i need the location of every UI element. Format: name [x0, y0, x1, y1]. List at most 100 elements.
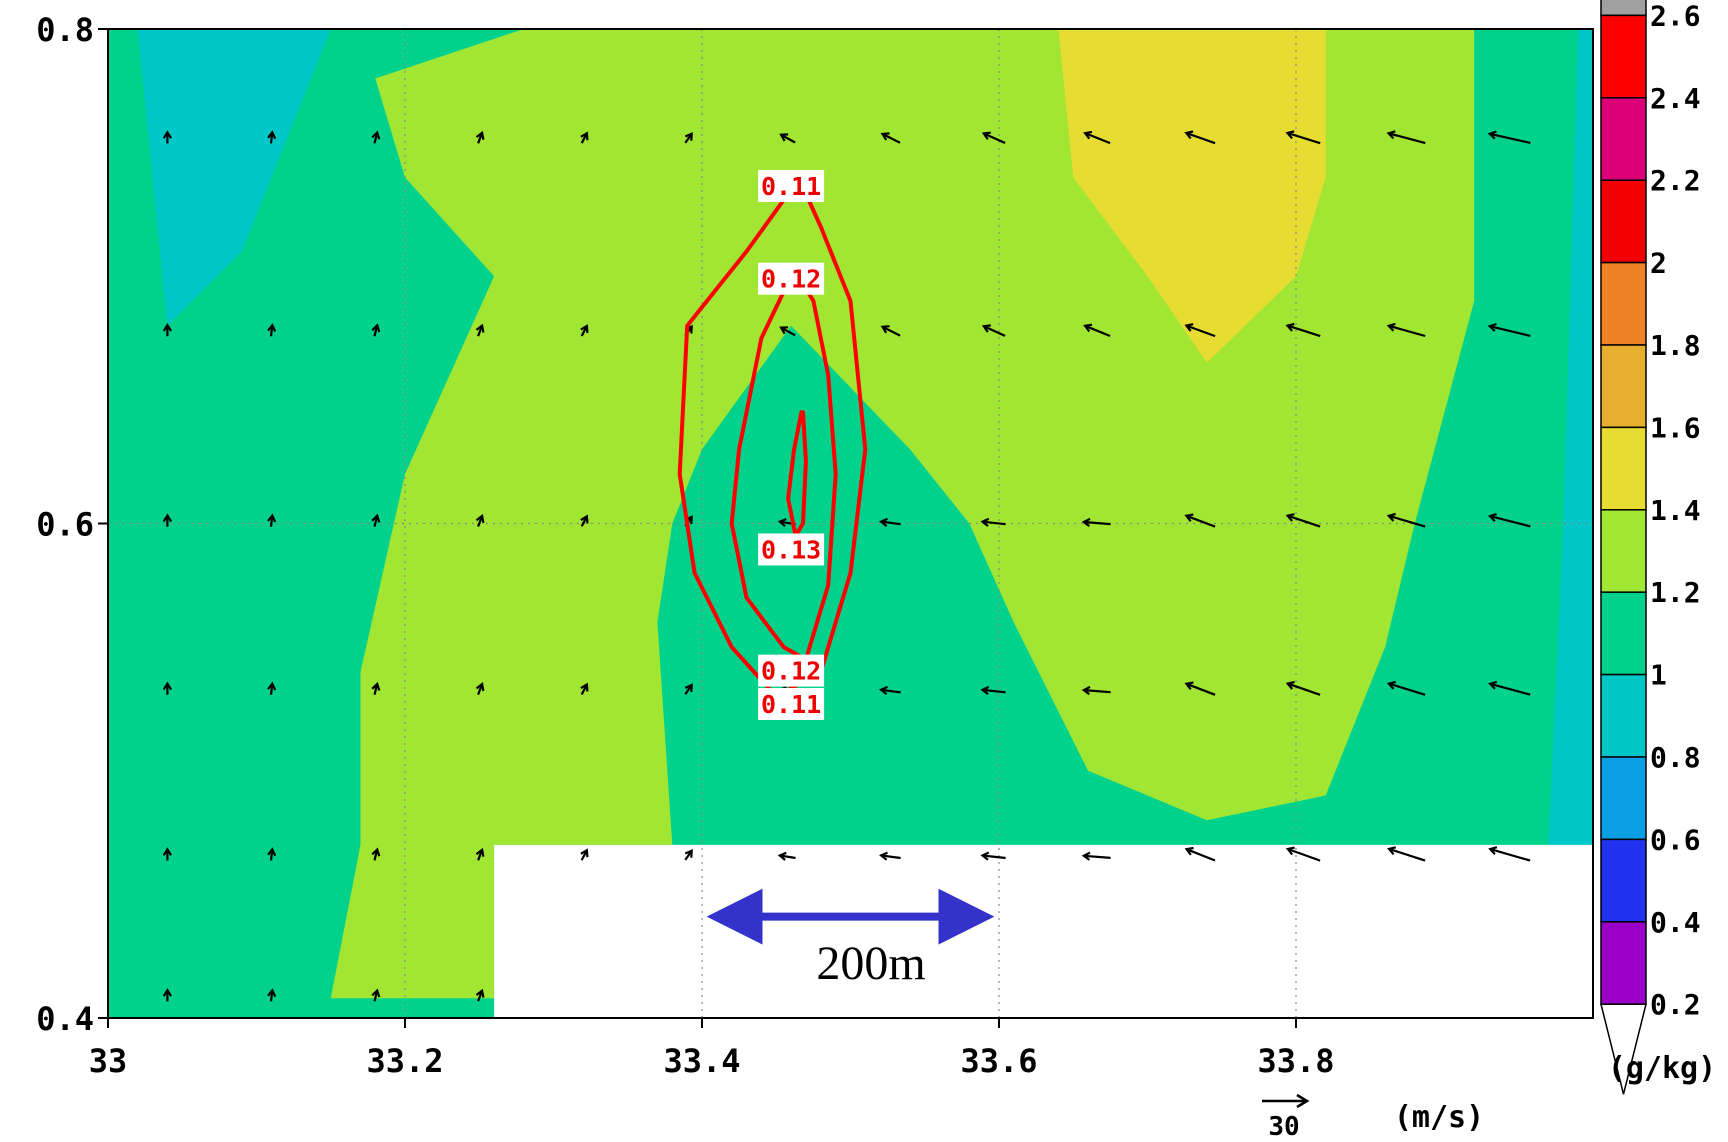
- wind-vector: [475, 130, 485, 144]
- colorbar-min-triangle: [1600, 1003, 1647, 1095]
- wind-vector: [1487, 130, 1531, 144]
- wind-vector-head: [371, 847, 381, 857]
- wind-vector: [1083, 130, 1111, 145]
- wind-vector: [1386, 680, 1426, 696]
- wind-vector: [1184, 681, 1216, 696]
- wind-vector-head: [162, 681, 173, 691]
- x-tick-label: 33.6: [960, 1042, 1037, 1080]
- wind-vector: [371, 847, 381, 861]
- reference-vector-value: 30: [1268, 1112, 1299, 1142]
- contour-label: 0.11: [761, 690, 821, 719]
- colorbar-swatch: [1600, 756, 1647, 841]
- wind-vector: [1386, 846, 1426, 862]
- wind-vector: [1487, 513, 1531, 528]
- wind-vector-shaft: [1489, 132, 1531, 144]
- wind-vector: [981, 131, 1006, 145]
- wind-vector-shaft: [1388, 324, 1426, 338]
- reference-vector-unit: (m/s): [1394, 1100, 1484, 1135]
- wind-vector: [267, 681, 277, 695]
- wind-vector: [1487, 322, 1531, 337]
- wind-vector-head: [162, 130, 173, 139]
- wind-vector-shaft: [1489, 682, 1531, 696]
- x-tick-label: 33.8: [1257, 1042, 1334, 1080]
- colorbar-swatch: [1600, 426, 1647, 511]
- x-tick-label: 33: [89, 1042, 128, 1080]
- wind-vector-head: [475, 988, 485, 998]
- wind-vector-head: [475, 514, 485, 524]
- filled-regions: [137, 29, 1593, 999]
- wind-vector: [162, 988, 173, 1002]
- colorbar-level-label: 1.8: [1650, 329, 1701, 362]
- wind-vector: [1184, 130, 1216, 145]
- wind-vector: [267, 847, 277, 861]
- wind-vector-head: [267, 323, 277, 332]
- wind-vector-head: [1488, 846, 1498, 855]
- wind-vector-head: [980, 517, 990, 527]
- x-axis-ticks: 33 33.2 33.4 33.6 33.8: [89, 1018, 1335, 1080]
- wind-vector: [475, 988, 485, 1002]
- wind-vector-shaft: [1489, 325, 1531, 337]
- wind-vector: [1081, 685, 1111, 696]
- wind-vector-head: [980, 851, 990, 861]
- wind-vector-head: [267, 847, 277, 857]
- wind-vector-shaft: [1287, 131, 1321, 145]
- wind-vector: [1285, 681, 1321, 696]
- colorbar-swatch: [1600, 673, 1647, 758]
- filled-region-3: [1058, 29, 1326, 363]
- wind-vector-head: [1386, 680, 1396, 690]
- wind-vector-shaft: [1186, 514, 1216, 528]
- wind-vector: [162, 847, 173, 861]
- wind-vector-head: [879, 685, 888, 696]
- colorbar-swatch: [1600, 14, 1647, 99]
- wind-vector-shaft: [1084, 132, 1111, 145]
- colorbar-unit-label: (g/kg): [1608, 1051, 1716, 1086]
- wind-vector: [1285, 846, 1321, 862]
- wind-vector: [267, 988, 277, 1002]
- wind-vector-head: [1083, 130, 1093, 140]
- colorbar-level-label: 2.4: [1650, 82, 1701, 115]
- wind-vector-head: [878, 851, 888, 861]
- wind-vector: [371, 513, 381, 527]
- wind-vector-shaft: [1489, 848, 1531, 862]
- wind-vector-shaft: [880, 854, 901, 860]
- wind-vector: [1488, 680, 1531, 696]
- colorbar-swatch: [1600, 0, 1647, 17]
- wind-vector: [1386, 322, 1426, 338]
- wind-vector-shaft: [880, 688, 901, 694]
- contour-label: 0.13: [761, 535, 821, 564]
- wind-vector-head: [1285, 846, 1295, 856]
- wind-vector-shaft: [1287, 514, 1321, 528]
- wind-vector-head: [1184, 323, 1194, 332]
- colorbar-level-label: 0.6: [1650, 823, 1701, 856]
- colorbar-level-label: 1: [1650, 659, 1667, 692]
- wind-vector-shaft: [1083, 689, 1111, 694]
- wind-vector-shaft: [1287, 682, 1321, 696]
- wind-vector-shaft: [1287, 847, 1321, 862]
- wind-vector-head: [1285, 322, 1295, 332]
- reference-vector: 30 (m/s): [1262, 1093, 1484, 1142]
- y-tick-label: 0.8: [36, 11, 94, 49]
- wind-vector-head: [1487, 513, 1497, 522]
- plot-area: 0.11 0.12 0.13 0.12 0.11: [108, 29, 1593, 1018]
- wind-vector-head: [1386, 130, 1396, 140]
- wind-vector: [684, 848, 693, 861]
- contour-label-bg: [758, 533, 825, 566]
- wind-vector: [879, 517, 901, 527]
- vector-field: [162, 130, 1531, 1002]
- colorbar-swatch: [1600, 838, 1647, 923]
- colorbar-level-label: 0.8: [1650, 741, 1701, 774]
- wind-vector-shaft: [1084, 324, 1111, 338]
- wind-vector: [1083, 323, 1111, 338]
- wind-vector: [371, 681, 381, 695]
- wind-vector-head: [779, 326, 789, 335]
- wind-vector-shaft: [780, 133, 796, 144]
- y-tick-label: 0.6: [36, 506, 94, 544]
- reference-arrowhead: [1296, 1093, 1310, 1109]
- colorbar-level-label: 1.4: [1650, 494, 1701, 527]
- wind-vector-shaft: [982, 520, 1006, 526]
- wind-vector: [371, 988, 381, 1002]
- colorbar-swatch: [1600, 179, 1647, 264]
- wind-vector: [580, 324, 589, 337]
- wind-vector-head: [684, 683, 693, 693]
- wind-vector: [475, 682, 485, 695]
